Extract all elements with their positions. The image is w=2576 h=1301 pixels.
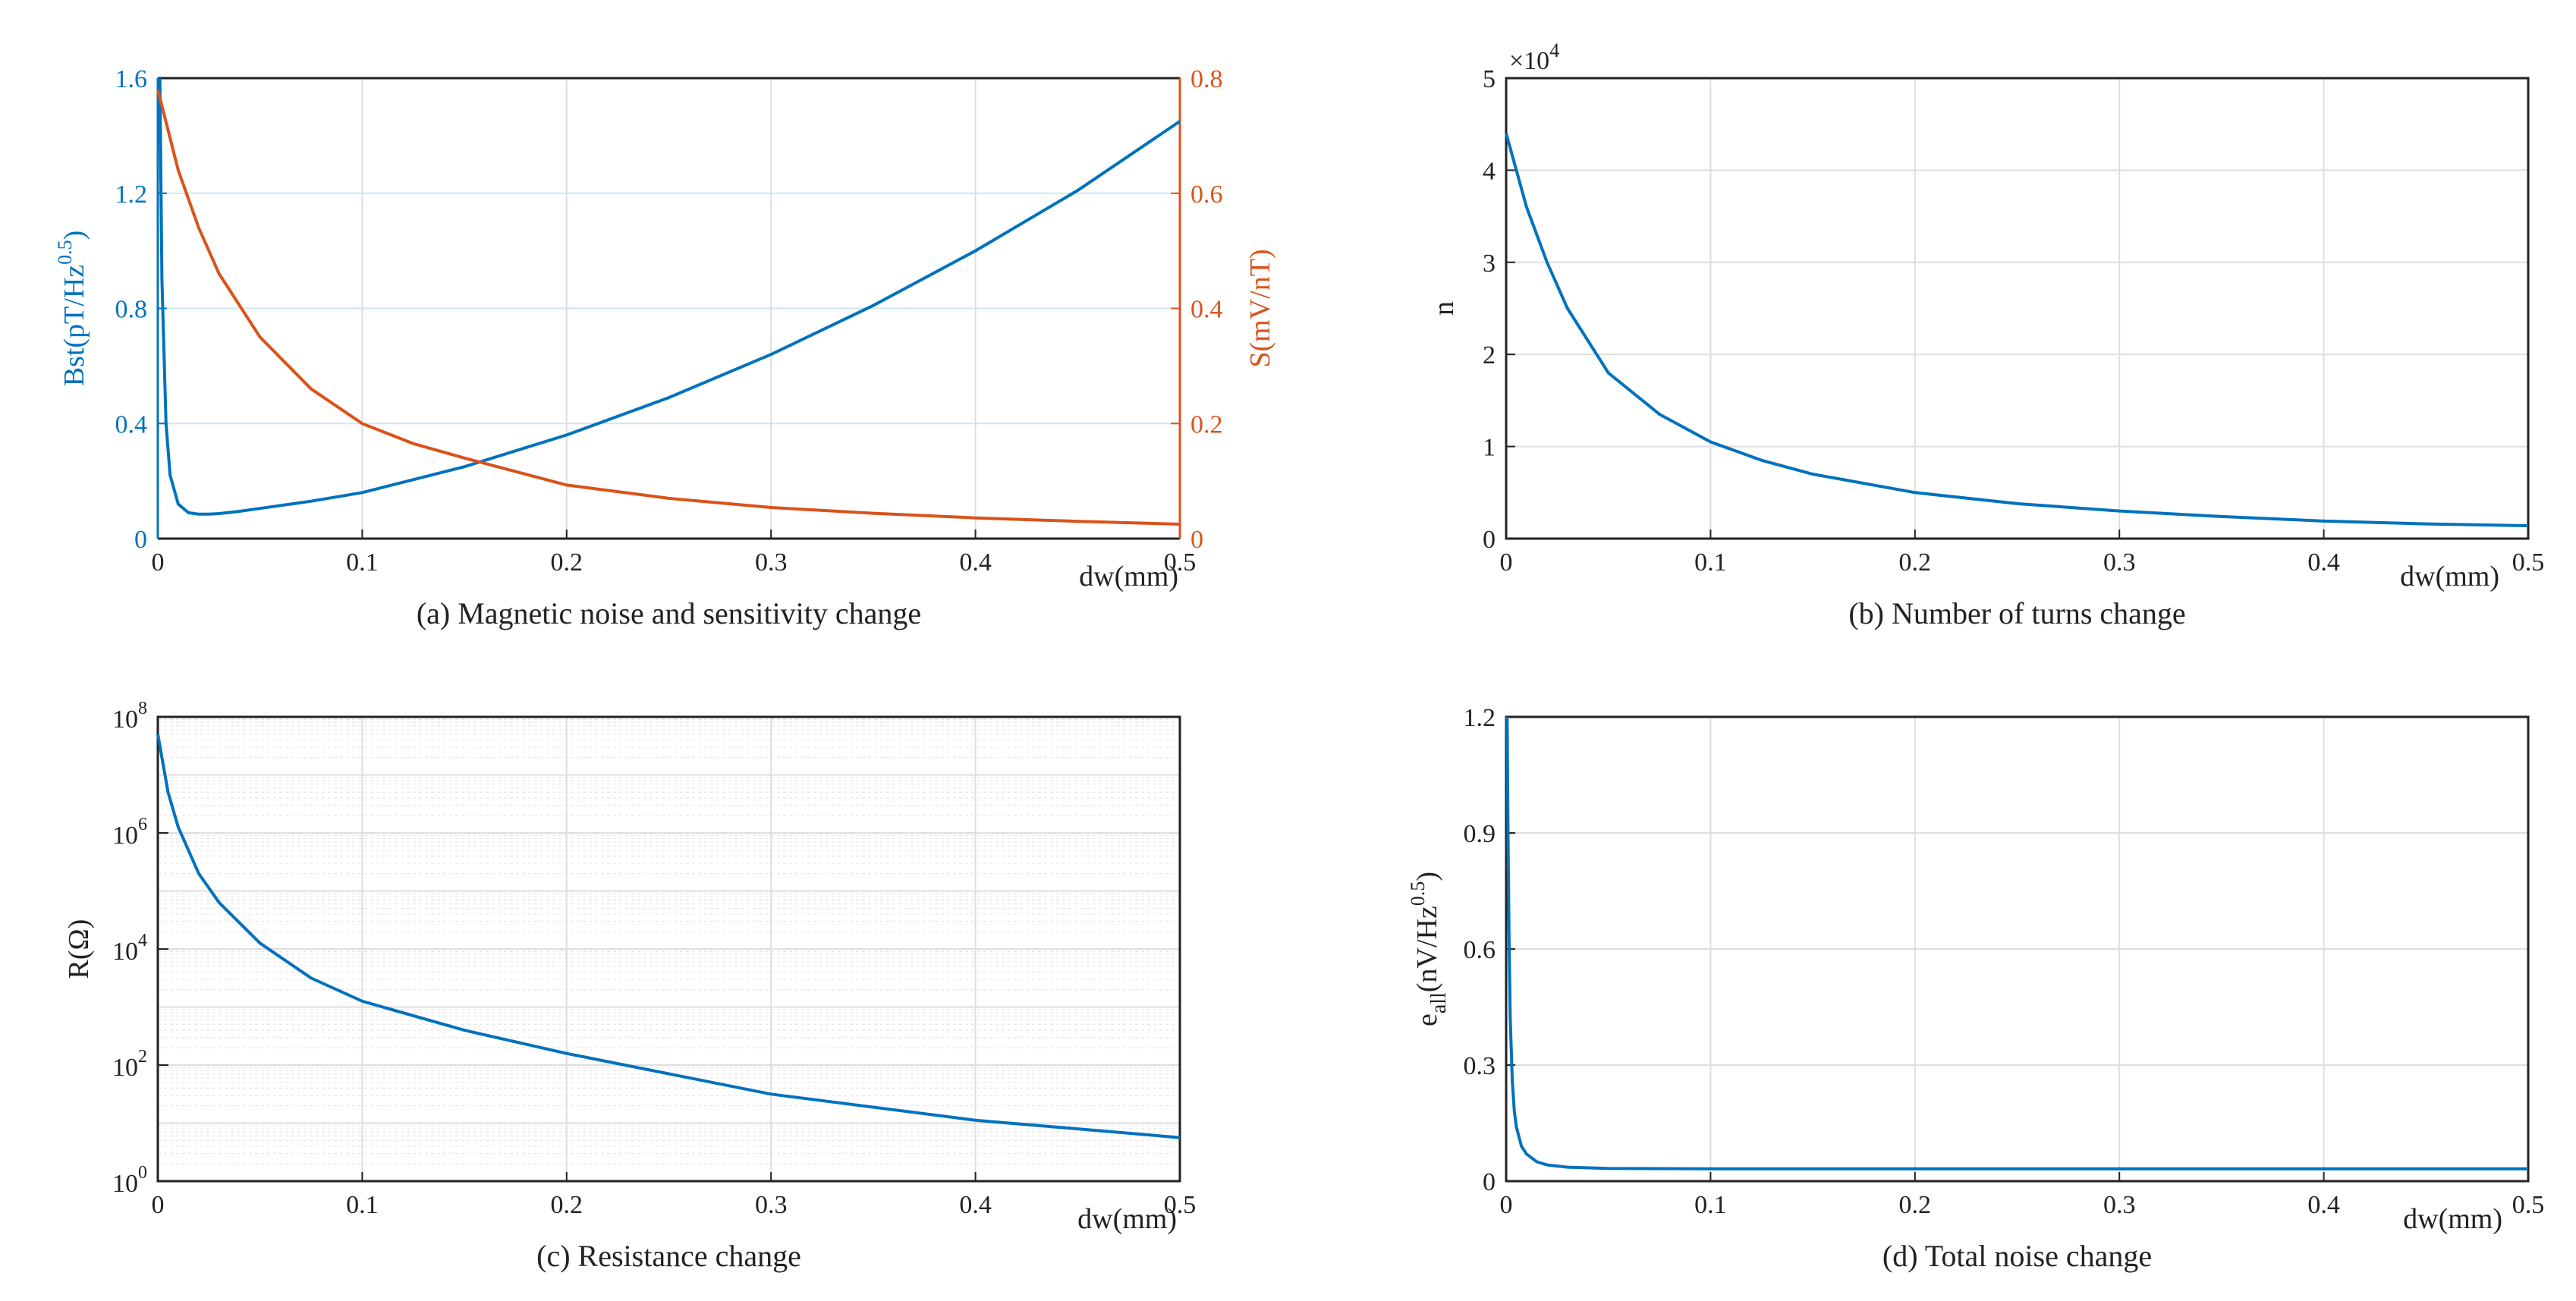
y-tick-label-base: 10 xyxy=(112,705,138,734)
y-tick-label-base: 10 xyxy=(112,822,138,850)
y-tick-label-right: 0.4 xyxy=(1190,296,1223,324)
y-axis-label-symbol: e xyxy=(1411,1013,1443,1026)
y-tick-label-right: 0.6 xyxy=(1190,181,1223,209)
y-axis-label-left-close: ) xyxy=(58,231,90,240)
plot-frame xyxy=(1505,77,2530,540)
panel-caption: (c) Resistance change xyxy=(536,1239,801,1273)
plot-frame xyxy=(1505,715,2530,1183)
x-tick-label: 0.3 xyxy=(2103,1191,2136,1219)
x-tick-label: 0.2 xyxy=(1899,1191,1932,1219)
y-tick-label-left: 0.4 xyxy=(115,410,148,438)
x-tick-label: 0 xyxy=(152,548,165,577)
y-tick-label: 0.9 xyxy=(1464,820,1496,848)
x-tick-label: 0.5 xyxy=(1164,1191,1197,1219)
x-axis-label: dw(mm) xyxy=(1077,1203,1177,1235)
y-tick-label: 0.3 xyxy=(1464,1052,1496,1080)
x-tick-label: 0.4 xyxy=(959,1191,992,1219)
x-tick-label: 0.5 xyxy=(2512,1191,2545,1219)
y-tick-label: 104 xyxy=(112,931,147,966)
y-tick-label: 108 xyxy=(112,699,147,734)
y-tick-label: 106 xyxy=(112,815,147,850)
y-tick-label-exponent: 6 xyxy=(138,815,147,834)
x-tick-label: 0.5 xyxy=(2512,548,2545,577)
y-axis-label-left: Bst(pT/Hz0.5) xyxy=(54,231,90,387)
y-axis-label-close: ) xyxy=(1411,872,1443,881)
y-tick-label: 4 xyxy=(1483,157,1496,185)
y-tick-label-exponent: 4 xyxy=(138,931,147,951)
x-tick-label: 0.2 xyxy=(551,1191,583,1219)
x-tick-label: 0.3 xyxy=(755,548,788,577)
series-line-n xyxy=(1505,133,2529,527)
x-tick-label: 0.2 xyxy=(551,548,583,577)
y-tick-label: 1 xyxy=(1483,434,1496,462)
y-tick-label-exponent: 2 xyxy=(138,1047,147,1067)
x-tick-label: 0.4 xyxy=(2307,1191,2340,1219)
y-axis-label-left-base: Bst(pT/Hz xyxy=(58,265,90,386)
y-tick-label: 2 xyxy=(1483,341,1496,369)
x-tick-label: 0 xyxy=(1500,1191,1513,1219)
panel-d: 00.30.60.91.20 0.1 0.2 0.3 0.4 0.5dw(mm)eall(… xyxy=(1407,704,2544,1273)
x-tick-label: 0.5 xyxy=(1164,548,1197,577)
plot-frame xyxy=(156,715,1181,1183)
y-axis-label-exponent: 0.5 xyxy=(1407,881,1429,907)
y-axis-label: R(Ω) xyxy=(63,919,95,979)
panel-caption: (b) Number of turns change xyxy=(1848,596,2185,630)
y-tick-label-base: 10 xyxy=(112,1054,138,1082)
y-axis-label-right: S(mV/nT) xyxy=(1244,249,1276,367)
y-tick-label-base: 10 xyxy=(112,1170,138,1198)
x-tick-label: 0.1 xyxy=(346,548,379,577)
multiplier-exponent: 4 xyxy=(1549,39,1559,61)
y-tick-label: 3 xyxy=(1483,250,1496,278)
y-tick-label-right: 0.2 xyxy=(1190,410,1223,438)
x-tick-label: 0.1 xyxy=(1694,548,1727,577)
x-tick-label: 0.2 xyxy=(1899,548,1932,577)
y-tick-label-exponent: 8 xyxy=(138,699,147,718)
series-line-r xyxy=(156,734,1181,1139)
y-tick-label-left: 1.2 xyxy=(115,181,148,209)
panel-caption: (a) Magnetic noise and sensitivity chang… xyxy=(417,596,921,630)
y-axis-label-subscript: all xyxy=(1427,992,1451,1013)
y-axis-label-unit: (nV/Hz xyxy=(1411,906,1443,992)
x-tick-label: 0 xyxy=(1500,548,1513,577)
x-tick-label: 0 xyxy=(152,1191,165,1219)
y-tick-label: 0 xyxy=(1483,526,1496,554)
series-line-s xyxy=(156,89,1181,526)
x-tick-label: 0.3 xyxy=(2103,548,2136,577)
y-axis-label: eall(nV/Hz0.5) xyxy=(1407,872,1451,1026)
y-tick-label: 5 xyxy=(1483,65,1496,93)
x-tick-label: 0.1 xyxy=(346,1191,379,1219)
panel-caption: (d) Total noise change xyxy=(1882,1239,2152,1273)
y-tick-label: 100 xyxy=(112,1163,147,1198)
y-axis-multiplier: ×104 xyxy=(1509,39,1559,75)
y-tick-label: 0 xyxy=(1483,1168,1496,1196)
panel-a: 0 0.4 0.8 1.2 1.6 0 0.2 0.4 0.6 0.8 0 0.1 0.2 0.3 0.4 0… xyxy=(54,65,1276,630)
x-tick-label: 0.4 xyxy=(2307,548,2340,577)
y-tick-label: 0.6 xyxy=(1464,936,1496,964)
multiplier-base: ×10 xyxy=(1509,47,1549,75)
y-tick-label-left: 0.8 xyxy=(115,296,148,324)
x-axis-label: dw(mm) xyxy=(1079,561,1178,592)
x-tick-label: 0.4 xyxy=(959,548,992,577)
y-axis-label-left-exponent: 0.5 xyxy=(54,240,76,265)
x-tick-label: 0.1 xyxy=(1694,1191,1727,1219)
x-axis-label: dw(mm) xyxy=(2400,561,2499,592)
x-tick-label: 0.3 xyxy=(755,1191,788,1219)
y-tick-label-exponent: 0 xyxy=(138,1163,147,1183)
y-axis-label: n xyxy=(1428,301,1460,316)
series-line-bst xyxy=(158,77,1181,516)
x-axis-label: dw(mm) xyxy=(2403,1203,2502,1235)
y-tick-label-left: 1.6 xyxy=(115,65,148,93)
y-tick-label: 102 xyxy=(112,1047,147,1082)
y-tick-label-right: 0.8 xyxy=(1190,65,1223,93)
y-tick-label: 1.2 xyxy=(1464,704,1496,732)
y-tick-label-left: 0 xyxy=(134,526,147,554)
series-line-e-all xyxy=(1505,716,2528,1171)
y-tick-label-base: 10 xyxy=(112,938,138,966)
y-tick-label-right: 0 xyxy=(1190,526,1203,554)
